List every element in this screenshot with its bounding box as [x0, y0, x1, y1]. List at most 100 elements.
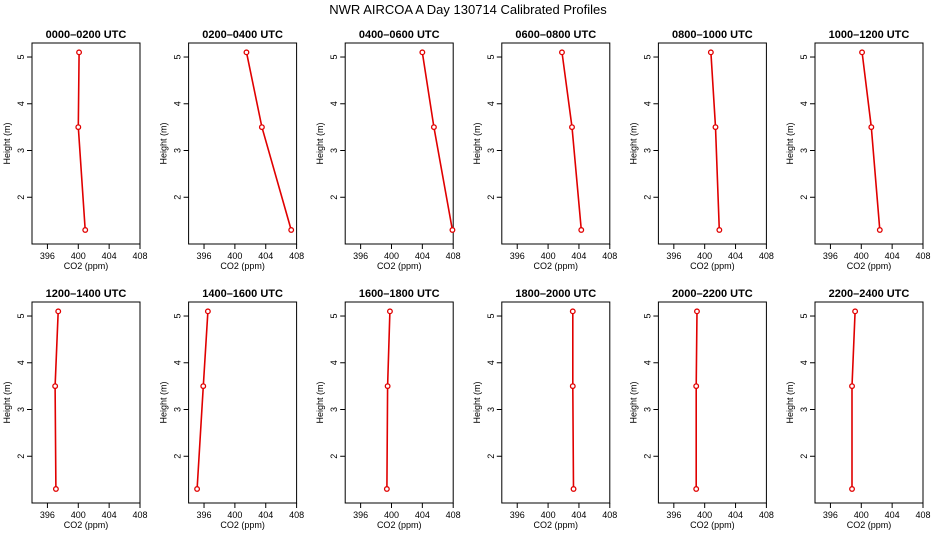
y-axis-label: Height (m): [472, 122, 482, 164]
data-point: [876, 227, 883, 233]
data-point: [82, 227, 89, 233]
profile-line: [386, 311, 391, 490]
panel-title: 0800–1000 UTC: [672, 29, 753, 41]
x-axis-label: CO2 (ppm): [847, 520, 892, 530]
x-tick-label: 404: [728, 251, 743, 261]
y-tick-label: 2: [486, 195, 496, 200]
data-point: [694, 308, 700, 315]
y-tick-label: 3: [173, 407, 183, 412]
y-tick-label: 4: [799, 360, 809, 365]
y-tick-label: 2: [329, 454, 339, 459]
figure-title: NWR AIRCOA A Day 130714 Calibrated Profi…: [329, 2, 607, 17]
data-point: [204, 308, 211, 315]
y-tick-label: 4: [486, 360, 496, 365]
data-point: [76, 49, 83, 56]
x-tick-label: 404: [571, 510, 586, 520]
x-tick-label: 408: [132, 510, 147, 520]
data-point: [868, 124, 875, 131]
x-tick-label: 396: [197, 510, 212, 520]
data-point: [849, 486, 855, 492]
y-tick-label: 5: [486, 314, 496, 319]
y-tick-label: 4: [329, 101, 339, 106]
profile-line: [196, 311, 209, 490]
data-point: [200, 383, 207, 390]
profile-line: [54, 311, 59, 490]
panel-title: 2200–2400 UTC: [829, 288, 910, 300]
y-tick-label: 2: [642, 454, 652, 459]
y-tick-label: 2: [173, 195, 183, 200]
panel-title: 2000–2200 UTC: [672, 288, 753, 300]
y-tick-label: 5: [16, 55, 26, 60]
y-tick-label: 3: [642, 148, 652, 153]
x-tick-label: 400: [541, 251, 556, 261]
y-axis-label: Height (m): [159, 122, 169, 164]
data-point: [859, 49, 866, 56]
y-tick-label: 5: [173, 314, 183, 319]
panel-10: 1800–2000 UTC 396 400 404 408 2 3 4 5 CO2 (ppm) He…: [472, 288, 618, 530]
x-tick-label: 400: [227, 251, 242, 261]
x-tick-label: 408: [446, 251, 461, 261]
data-point: [570, 486, 577, 492]
x-tick-label: 404: [571, 251, 586, 261]
panel-title: 1800–2000 UTC: [515, 288, 596, 300]
y-axis-label: Height (m): [628, 381, 638, 423]
x-tick-label: 400: [854, 510, 869, 520]
y-tick-label: 5: [16, 314, 26, 319]
y-tick-label: 2: [486, 454, 496, 459]
panel-8: 1400–1600 UTC 396 400 404 408 2 3 4 5 CO2 (ppm) He…: [159, 288, 305, 530]
data-point: [707, 49, 714, 56]
panel-7: 1200–1400 UTC 396 400 404 408 2 3 4 5 CO2 (ppm) He…: [2, 288, 148, 530]
x-axis-label: CO2 (ppm): [377, 261, 422, 271]
y-tick-label: 4: [173, 360, 183, 365]
x-tick-label: 404: [102, 251, 117, 261]
panel-11: 2000–2200 UTC 396 400 404 408 2 3 4 5 CO2 (ppm) He…: [628, 288, 774, 530]
x-tick-label: 396: [510, 251, 525, 261]
x-tick-label: 400: [227, 510, 242, 520]
data-point: [852, 308, 859, 315]
y-tick-label: 3: [799, 148, 809, 153]
y-tick-label: 3: [329, 407, 339, 412]
x-tick-label: 396: [40, 510, 55, 520]
data-point: [55, 308, 62, 315]
data-point: [712, 124, 719, 131]
y-tick-label: 4: [799, 101, 809, 106]
panel-2: 0200–0400 UTC 396 400 404 408 2 3 4 5 CO2 (ppm) He…: [159, 29, 305, 271]
panel-9: 1600–1800 UTC 396 400 404 408 2 3 4 5 CO2 (ppm) He…: [315, 288, 461, 530]
x-tick-label: 404: [728, 510, 743, 520]
profile-line: [861, 52, 881, 231]
x-tick-label: 396: [666, 510, 681, 520]
data-point: [288, 227, 295, 233]
x-axis-label: CO2 (ppm): [534, 520, 579, 530]
y-axis-label: Height (m): [785, 381, 795, 423]
x-tick-label: 396: [197, 251, 212, 261]
x-tick-label: 404: [885, 510, 900, 520]
x-tick-label: 400: [384, 510, 399, 520]
y-tick-label: 4: [486, 101, 496, 106]
y-tick-label: 3: [486, 407, 496, 412]
profile-line: [710, 52, 721, 231]
profile-line: [571, 311, 575, 490]
x-axis-label: CO2 (ppm): [64, 520, 109, 530]
y-tick-label: 2: [642, 195, 652, 200]
data-point: [75, 124, 82, 131]
y-tick-label: 3: [799, 407, 809, 412]
y-tick-label: 3: [16, 407, 26, 412]
data-point: [258, 124, 265, 131]
panel-title: 0400–0600 UTC: [359, 29, 440, 41]
x-tick-label: 400: [71, 251, 86, 261]
y-axis-label: Height (m): [159, 381, 169, 423]
panel-title: 1000–1200 UTC: [829, 29, 910, 41]
plot-frame: [501, 42, 611, 245]
data-point: [383, 486, 390, 492]
x-tick-label: 408: [602, 510, 617, 520]
panel-title: 0200–0400 UTC: [202, 29, 283, 41]
x-tick-label: 400: [384, 251, 399, 261]
x-axis-label: CO2 (ppm): [220, 261, 265, 271]
x-tick-label: 408: [289, 510, 304, 520]
x-tick-label: 396: [353, 510, 368, 520]
x-tick-label: 408: [602, 251, 617, 261]
x-tick-label: 396: [353, 251, 368, 261]
y-tick-label: 5: [173, 55, 183, 60]
x-axis-label: CO2 (ppm): [377, 520, 422, 530]
